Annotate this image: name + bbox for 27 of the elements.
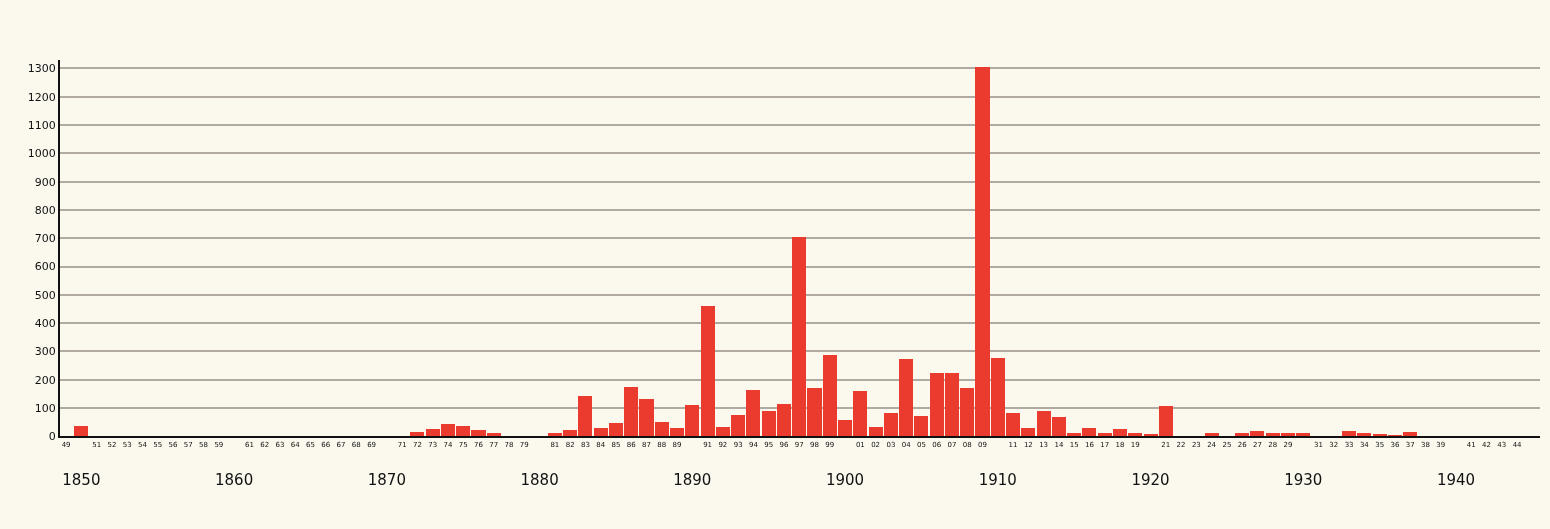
x2-tick-label: 1880 [520,471,559,489]
x2-tick-label: 1940 [1436,471,1476,489]
bar [410,432,424,436]
x2-tick-label: 1870 [367,471,406,489]
y-tick-label: 200 [34,373,56,387]
y-tick-label: 400 [34,316,56,330]
x2-tick-label: 1850 [62,471,101,489]
y-tick-label: 1300 [27,62,56,76]
y-tick-label: 0 [48,430,56,444]
x2-tick-label: 1890 [673,471,712,489]
y-tick-label: 1100 [27,118,56,132]
x2-tick-label: 1900 [825,471,865,489]
y-tick-label: 800 [34,203,56,217]
y-tick-label: 700 [34,232,56,246]
y-tick-label: 500 [34,288,56,302]
x2-tick-label: 1930 [1284,471,1323,489]
y-tick-label: 600 [34,260,56,274]
bar [1205,433,1219,436]
y-tick-label: 300 [34,345,56,359]
y-tick-label: 900 [34,175,56,189]
x2-tick-label: 1860 [215,471,254,489]
y-tick-label: 1200 [27,90,56,104]
x2-tick-label: 1920 [1131,471,1170,489]
y-tick-label: 100 [34,401,56,415]
y-tick-label: 1000 [27,147,56,161]
bar [74,426,88,436]
x2-tick-label: 1910 [978,471,1017,489]
